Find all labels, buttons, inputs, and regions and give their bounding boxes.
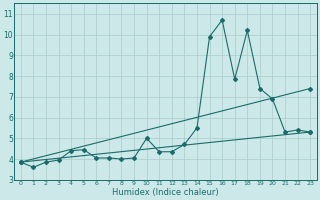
X-axis label: Humidex (Indice chaleur): Humidex (Indice chaleur) xyxy=(112,188,219,197)
